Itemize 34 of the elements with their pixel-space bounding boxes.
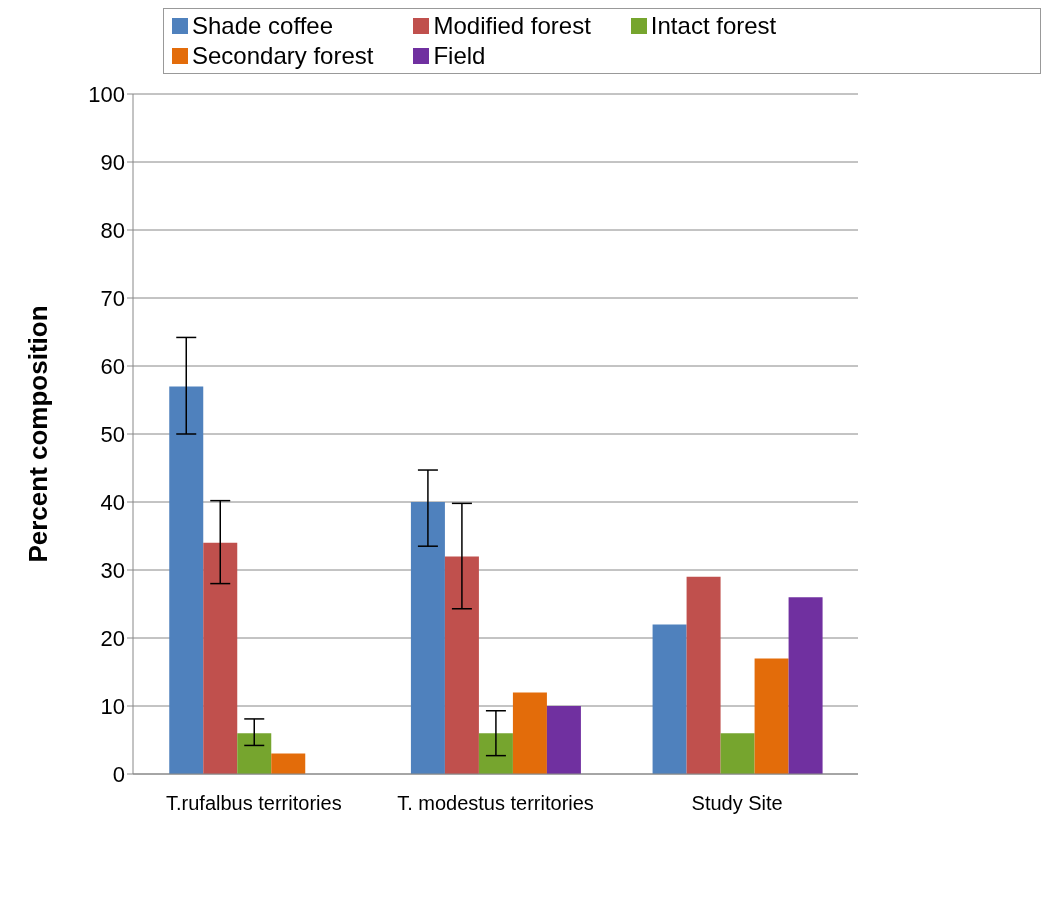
y-axis-title: Percent composition [23,305,54,563]
legend-label: Intact forest [649,11,777,41]
y-tick-label: 70 [100,285,125,311]
x-tick-label: T.rufalbus territories [166,792,342,815]
bar [512,692,547,774]
bar [652,624,687,774]
y-tick-label: 10 [100,693,125,719]
bar [410,502,445,774]
bar [169,386,204,774]
bar [478,733,513,774]
y-tick-label: 100 [88,81,125,107]
bar [546,706,581,774]
legend-label: Field [432,41,487,71]
legend-label: Secondary forest [191,41,374,71]
legend-label: Modified forest [432,11,591,41]
y-tick-label: 50 [100,421,125,447]
y-tick-label: 80 [100,217,125,243]
bar [788,597,823,774]
bar [754,658,789,774]
legend-label: Shade coffee [191,11,334,41]
bar [203,542,238,774]
x-tick-label: Study Site [691,792,783,815]
y-tick-label: 20 [100,625,125,651]
y-tick-label: 0 [112,761,125,787]
y-tick-label: 40 [100,489,125,515]
bar [444,556,479,774]
bar [271,753,306,774]
y-tick-label: 90 [100,149,125,175]
y-tick-label: 30 [100,557,125,583]
y-tick-label: 60 [100,353,125,379]
bar [720,733,755,774]
x-tick-label: T. modestus territories [397,792,594,815]
bar [686,576,721,774]
bar [237,733,272,774]
